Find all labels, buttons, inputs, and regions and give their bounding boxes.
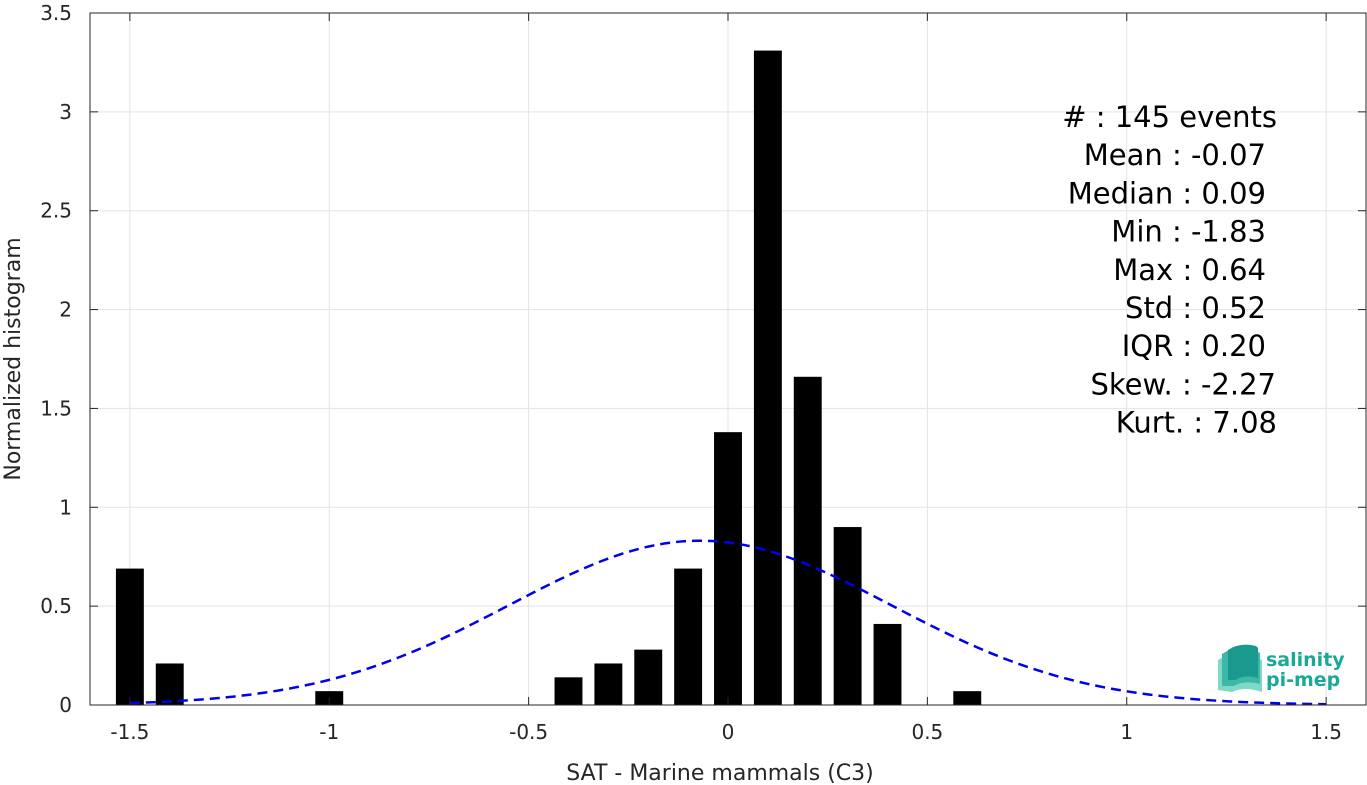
x-tick-label-6: 1.5: [1310, 720, 1342, 744]
x-tick-label-0: -1.5: [110, 720, 149, 744]
stat-line-0: # : 145 events: [1062, 100, 1277, 134]
stat-line-8: Kurt. : 7.08: [1116, 406, 1277, 440]
y-axis-ticks: 0 0.5 1 1.5 2 2.5 3 3.5: [40, 1, 1366, 717]
histogram-bar-5: [634, 649, 663, 705]
histogram-bar-10: [833, 527, 862, 705]
x-tick-label-3: 0: [722, 720, 735, 744]
y-tick-label-7: 3.5: [40, 1, 72, 25]
histogram-bar-9: [793, 376, 822, 705]
stat-line-7: Skew. : -2.27: [1090, 367, 1276, 401]
histogram-bar-11: [873, 623, 902, 705]
y-tick-label-5: 2.5: [40, 199, 72, 223]
x-tick-label-4: 0.5: [911, 720, 943, 744]
histogram-bar-4: [594, 663, 623, 705]
logo-icon: [1218, 644, 1262, 692]
y-tick-label-3: 1.5: [40, 396, 72, 420]
stat-line-3: Min : -1.83: [1111, 215, 1266, 249]
statistics-annotation: # : 145 events Mean : -0.07 Median : 0.09 M…: [1062, 100, 1277, 440]
histogram-bar-8: [753, 50, 782, 705]
y-tick-label-1: 0.5: [40, 594, 72, 618]
y-axis-title: Normalized histogram: [1, 237, 26, 480]
histogram-bar-3: [554, 677, 583, 705]
y-tick-label-2: 1: [59, 495, 72, 519]
histogram-bar-1: [155, 663, 184, 705]
x-axis-title: SAT - Marine mammals (C3): [566, 761, 874, 785]
histogram-bar-12: [953, 691, 982, 705]
salinity-pi-mep-logo: salinity pi-mep: [1218, 644, 1345, 692]
x-tick-label-1: -1: [319, 720, 339, 744]
histogram-bar-0: [115, 568, 144, 705]
logo-text-line2: pi-mep: [1266, 669, 1340, 691]
stat-line-2: Median : 0.09: [1068, 176, 1266, 210]
y-tick-label-6: 3: [59, 100, 72, 124]
y-tick-label-4: 2: [59, 298, 72, 322]
grid-lines: [90, 12, 1366, 706]
histogram-bar-6: [674, 568, 703, 705]
histogram-bar-7: [714, 432, 742, 705]
x-tick-label-5: 1: [1120, 720, 1133, 744]
normal-fit-curve: [129, 539, 1327, 706]
stat-line-4: Max : 0.64: [1113, 253, 1266, 287]
stat-line-5: Std : 0.52: [1125, 291, 1266, 325]
stat-line-6: IQR : 0.20: [1122, 329, 1266, 363]
y-tick-label-0: 0: [59, 693, 72, 717]
histogram-bars: [115, 50, 982, 705]
x-axis-ticks: -1.5 -1 -0.5 0 0.5 1 1.5: [110, 13, 1342, 744]
x-tick-label-2: -0.5: [509, 720, 548, 744]
logo-text-line1: salinity: [1266, 649, 1345, 671]
stat-line-1: Mean : -0.07: [1084, 138, 1266, 172]
